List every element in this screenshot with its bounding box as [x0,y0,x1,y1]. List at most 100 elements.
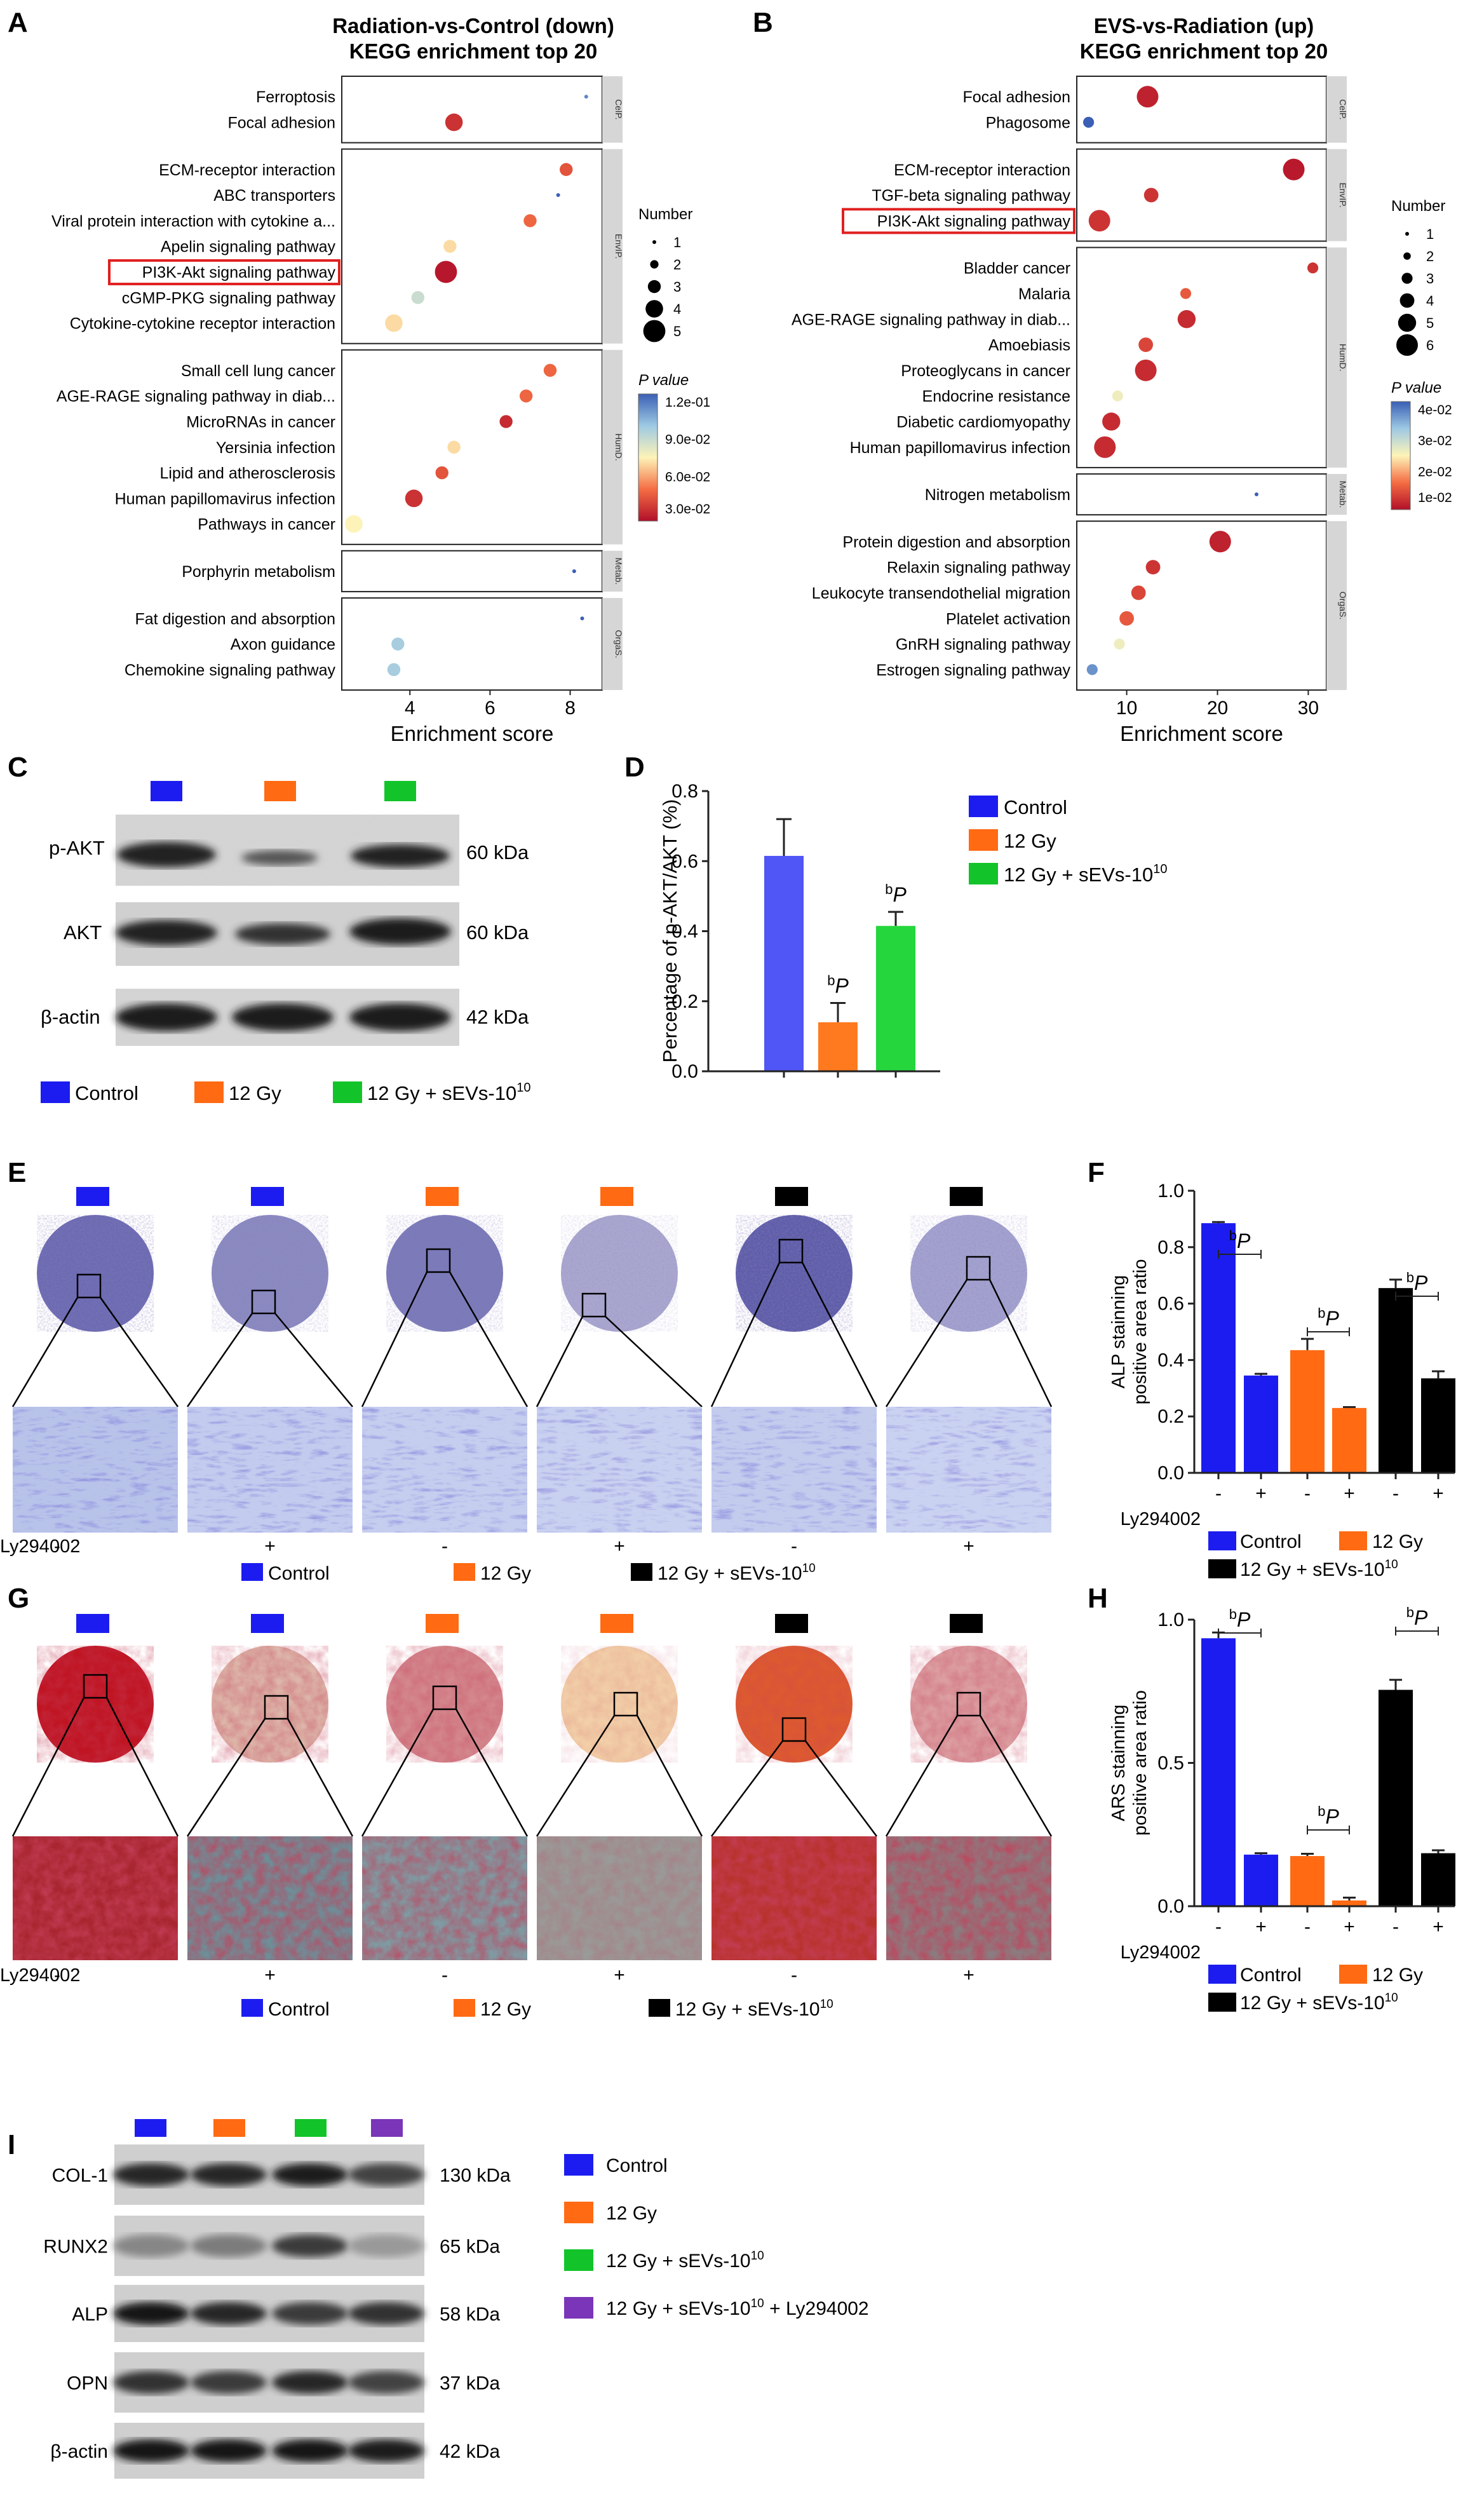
micrograph-texture [187,1836,353,1960]
legend-swatch-ly [564,2297,593,2319]
zoom-line [187,1313,252,1407]
x-tick-label: + [1255,1483,1267,1504]
colorbar-tick: 2e-02 [1418,464,1452,479]
pathway-label: Cytokine-cytokine receptor interaction [70,315,335,333]
well [886,1614,1051,1960]
group-box [342,350,602,545]
bar-chart-d: 0.00.20.40.60.8Percentage of p-AKT/AKT (… [659,781,940,1082]
legend-title: Number [638,206,692,223]
pathway-label: TGF-beta signaling pathway [872,187,1070,205]
micrograph-texture [362,1836,527,1960]
panel-letter-e: E [8,1157,26,1188]
y-tick-label: 0.0 [1157,1896,1184,1917]
treatment-sign: + [614,1965,625,1986]
micrograph-texture [886,1836,1051,1960]
well [711,1614,877,1960]
legend-size-label: 1 [673,234,681,250]
group-box [1077,521,1326,690]
colorbar-tick: 1e-02 [1418,491,1452,505]
well-texture [736,1215,853,1332]
legend-size-dot [652,240,656,244]
group-strip-label: CelP. [614,99,624,119]
pathway-group: OrgaS.Fat digestion and absorptionAxon g… [125,598,624,690]
row-label: ALP [72,2304,108,2325]
bar [1379,1288,1413,1473]
panel-e: E Ly294002 - + - + - + Control 12 Gy 12 Gy + … [0,1157,1051,1584]
group-strip-label: HumD. [614,433,624,461]
scatter-point [1102,412,1120,430]
bar [1290,1350,1325,1473]
well-texture [561,1646,678,1763]
legend-label: Control [606,2155,668,2176]
significance-label: bP [1406,1604,1428,1629]
micrograph-texture [886,1407,1051,1533]
kda-label: 65 kDa [440,2237,500,2258]
y-tick-label: 1.0 [1157,1609,1184,1630]
micrograph-texture [13,1836,178,1960]
y-tick-label: 0.0 [671,1061,698,1082]
pathway-group: Metab. Porphyrin metabolism [182,551,624,592]
y-tick-label: 0.4 [1157,1350,1184,1371]
group-marker [950,1614,983,1633]
legend-swatch-12gy [454,1999,475,2017]
legend-swatch-control [969,796,998,817]
scatter-point [523,214,536,227]
colorbar-tick: 9.0e-02 [665,433,710,447]
band [241,850,318,865]
band [191,2302,267,2325]
treatment-sign: + [614,1536,625,1557]
legend-label: 12 Gy [1372,1531,1423,1552]
scatter-point [1138,337,1153,352]
scatter-point [580,616,584,620]
group-marker [251,1614,284,1633]
scatter-point [1136,86,1158,107]
band [348,2235,424,2258]
group-box [1077,474,1326,515]
pathway-label: Phagosome [986,114,1070,132]
band [113,2302,189,2325]
legend-size-dot [1396,334,1418,356]
pathway-label: AGE-RAGE signaling pathway in diab... [57,388,335,405]
treatment-sign: + [264,1536,276,1557]
pathway-label: Apelin signaling pathway [161,238,336,256]
colorbar-title: P value [1391,379,1441,396]
pathway-label: Relaxin signaling pathway [887,559,1071,577]
well-texture [37,1646,154,1763]
scatter-point [412,291,424,304]
blot-row-akt: AKT 60 kDa [64,902,529,966]
scatter-point [572,569,576,573]
lane-marker-control [151,781,182,801]
legend-swatch-control [1208,1965,1236,1984]
blot-rows: COL-1 130 kDaRUNX2 65 kDaALP 58 kDaOPN 37 kD… [43,2144,511,2479]
panel-letter-f: F [1088,1157,1105,1188]
legend-swatch-12gy [194,1081,224,1103]
chart-subtitle: KEGG enrichment top 20 [349,39,598,63]
band [116,1003,217,1031]
legend-label: Control [1240,1965,1302,1986]
ly294002-label: Ly294002 [0,1965,80,1986]
bar [1290,1856,1325,1906]
legend-label: 12 Gy [229,1082,281,1104]
scatter-point [1146,560,1161,574]
scatter-point [1307,262,1318,273]
pathway-label: Porphyrin metabolism [182,563,335,581]
group-box [342,598,602,690]
scatter-point [435,261,457,283]
legend-swatch-control [41,1081,70,1103]
treatment-sign: - [54,1536,60,1557]
pathway-label: Bladder cancer [964,260,1070,278]
legend-swatch-12gy [454,1563,475,1581]
legend-swatch-evs [1208,1559,1236,1578]
scatter-point [391,637,404,650]
legend-size-label: 6 [1426,337,1434,353]
kda-label: 58 kDa [440,2304,500,2325]
group-strip-label: Metab. [1338,481,1348,508]
well [886,1187,1051,1533]
group-marker [600,1614,633,1633]
group-marker [775,1187,808,1206]
legend-size-label: 3 [1426,271,1434,287]
pathway-label: AGE-RAGE signaling pathway in diab... [792,311,1070,329]
band [272,2235,348,2258]
panel-d: D 0.00.20.40.60.8Percentage of p-AKT/AKT… [624,752,1167,1082]
pathway-label: Yersinia infection [216,439,335,457]
